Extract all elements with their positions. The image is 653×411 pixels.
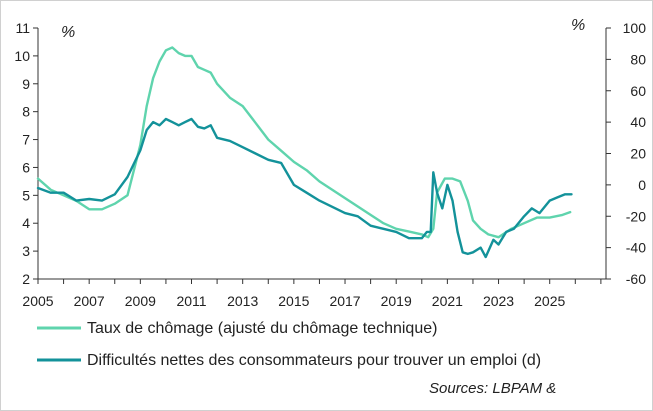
right-tick-label: -20 (626, 208, 646, 224)
x-axis-ticks: 2005 2007 2009 2011 2013 2015 2017 2019 2021 2023… (22, 279, 602, 309)
right-tick-label: 80 (630, 51, 646, 67)
x-tick-label: 2007 (74, 293, 105, 309)
left-tick-label: 9 (22, 76, 30, 92)
left-tick-label: 4 (22, 215, 30, 231)
legend-label-job-difficulty: Difficultés nettes des consommateurs pou… (87, 352, 541, 369)
legend-label-unemployment: Taux de chômage (ajusté du chômage techn… (87, 320, 437, 337)
series-line-job-difficulty (36, 117, 573, 259)
right-axis-ticks: -60 -40 -20 0 20 40 60 80 100 (606, 20, 646, 287)
left-tick-label: 10 (14, 48, 30, 64)
x-tick-label: 2009 (125, 293, 156, 309)
right-tick-label: -60 (626, 271, 646, 287)
x-tick-label: 2005 (22, 293, 53, 309)
x-tick-label: 2015 (278, 293, 309, 309)
x-tick-label: 2019 (381, 293, 412, 309)
legend: Taux de chômage (ajusté du chômage techn… (37, 320, 541, 369)
right-tick-label: 40 (630, 114, 646, 130)
x-tick-label: 2023 (483, 293, 514, 309)
left-tick-label: 3 (22, 243, 30, 259)
source-note: Sources: LBPAM & (429, 380, 556, 397)
left-tick-label: 6 (22, 159, 30, 175)
x-tick-label: 2013 (227, 293, 258, 309)
left-tick-label: 8 (22, 104, 30, 120)
right-tick-label: 60 (630, 83, 646, 99)
right-tick-label: 20 (630, 146, 646, 162)
right-tick-label: -40 (626, 240, 646, 256)
left-tick-label: 7 (22, 132, 30, 148)
x-tick-label: 2017 (329, 293, 360, 309)
right-axis-unit: % (571, 17, 585, 34)
x-tick-label: 2021 (432, 293, 463, 309)
left-tick-label: 11 (15, 20, 30, 36)
series-group (36, 46, 573, 259)
left-axis-unit: % (61, 24, 75, 41)
right-tick-label: 100 (623, 20, 647, 36)
x-tick-label: 2011 (176, 293, 206, 309)
left-tick-label: 2 (22, 271, 30, 287)
left-tick-label: 5 (22, 187, 30, 203)
left-axis-ticks: 2 3 4 5 6 7 8 9 10 11 (14, 20, 38, 287)
axes (37, 28, 607, 280)
x-tick-label: 2025 (534, 293, 565, 309)
series-line-unemployment (36, 46, 572, 239)
right-tick-label: 0 (638, 177, 646, 193)
